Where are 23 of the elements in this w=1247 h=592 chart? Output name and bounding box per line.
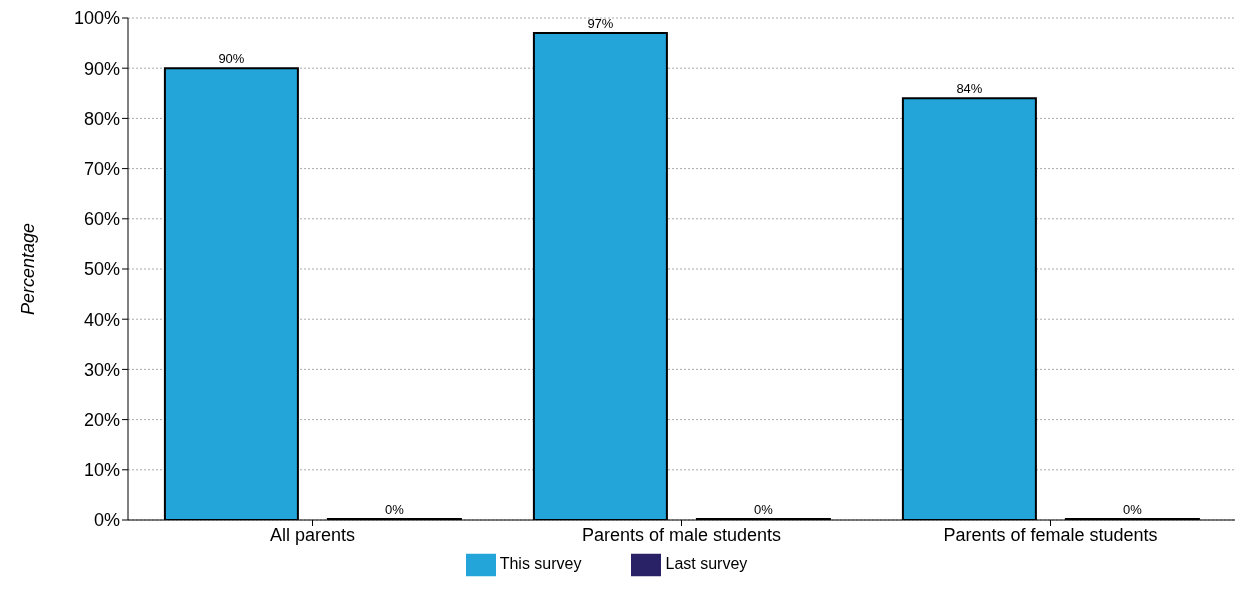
y-tick-label: 60% (83, 209, 120, 230)
x-tick-label: Parents of female students (943, 524, 1158, 545)
x-tick-label: All parents (269, 524, 356, 545)
y-tick-label: 90% (83, 58, 120, 79)
legend-label: This survey (499, 555, 582, 573)
data-label: 0% (1123, 502, 1143, 517)
data-label: 0% (385, 502, 405, 517)
y-tick-label: 70% (83, 158, 120, 179)
y-axis-title: Percentage (18, 222, 39, 316)
x-tick-label: Parents of male students (581, 524, 782, 545)
y-tick-label: 50% (83, 259, 120, 280)
y-tick-label: 0% (93, 510, 120, 531)
y-tick-label: 40% (83, 309, 120, 330)
data-label: 97% (587, 16, 614, 32)
data-label: 0% (754, 502, 774, 517)
data-label: 90% (218, 51, 245, 67)
y-tick-label: 10% (83, 460, 120, 481)
y-tick-label: 80% (83, 108, 120, 129)
y-tick-label: 100% (73, 8, 120, 29)
y-tick-label: 30% (83, 359, 120, 380)
y-tick-label: 20% (83, 409, 120, 430)
data-label: 84% (956, 81, 983, 97)
legend-label: Last survey (665, 555, 748, 573)
